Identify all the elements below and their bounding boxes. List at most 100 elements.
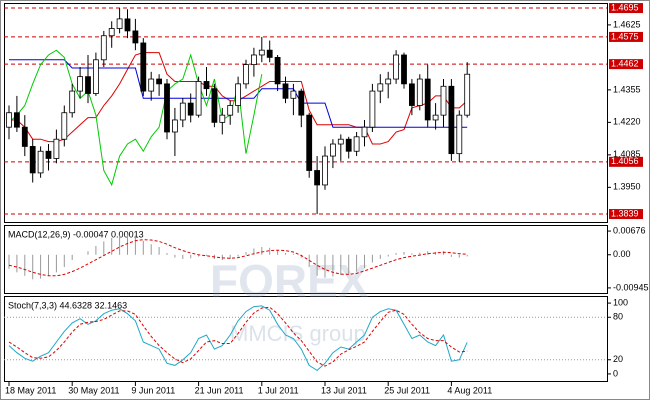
stoch-title: Stoch(7,3,3) 44.6328 32.1463 [8, 300, 127, 310]
candle-body [322, 155, 328, 186]
candle-body [69, 90, 76, 114]
price-panel [4, 3, 608, 223]
candle-body [345, 138, 352, 152]
candle-body [329, 143, 336, 157]
watermark-brand: FOREX [210, 255, 369, 307]
candle-body [227, 105, 234, 116]
x-tick-label: 4 Aug 2011 [447, 385, 492, 395]
watermark-group: MMCIS group [230, 321, 366, 346]
candle-body [258, 49, 265, 56]
y-tick-label: 1.4085 [613, 149, 641, 159]
candle-body [464, 73, 471, 116]
candle-body [393, 54, 400, 80]
stoch-signal [8, 306, 468, 367]
candle-body [440, 85, 447, 116]
candle-body [361, 126, 368, 138]
candle-body [124, 18, 131, 32]
candle-body [369, 90, 376, 128]
candle-body [140, 42, 147, 92]
candle-body [93, 59, 99, 94]
candle-body [337, 138, 344, 145]
candle-body [377, 83, 384, 92]
candle-body [85, 76, 91, 94]
candle-body [401, 54, 407, 85]
candle-body [424, 78, 431, 121]
candle-body [408, 83, 415, 106]
candle-body [211, 88, 218, 123]
candle-body [116, 18, 123, 29]
y-tick-label: 1.3950 [613, 182, 641, 192]
y-tick-label: 1.4625 [613, 19, 641, 29]
candle-body [432, 114, 439, 121]
level-label-box [609, 31, 643, 42]
candle-body [456, 114, 463, 155]
candle-body [298, 90, 305, 116]
y-tick-label: 0.00 [613, 249, 631, 259]
x-tick-label: 9 Jun 2011 [131, 385, 175, 395]
candle-body [61, 112, 68, 140]
candle-body [156, 78, 163, 85]
candle-body [203, 81, 210, 90]
candle-body [416, 78, 423, 106]
candle-body [21, 126, 28, 147]
y-tick-label: 1.4220 [613, 117, 641, 127]
candle-body [187, 102, 194, 116]
candle-body [385, 78, 392, 85]
candle-body [171, 119, 178, 133]
candle-body [148, 78, 155, 92]
x-tick-label: 13 Jul 2011 [321, 385, 367, 395]
x-tick-label: 21 Jun 2011 [195, 385, 244, 395]
candle-body [100, 35, 107, 61]
x-tick-label: 18 May 2011 [5, 385, 56, 395]
y-tick-label: 100 [613, 297, 628, 307]
candle-body [235, 83, 242, 106]
level-label-box [609, 3, 643, 14]
candle-body [37, 150, 44, 174]
y-tick-label: 80 [613, 312, 623, 322]
candle-body [108, 28, 115, 37]
candle-body [6, 112, 12, 128]
level-label: 1.4695 [611, 2, 639, 12]
candle-body [314, 170, 321, 186]
candle-body [243, 64, 249, 85]
candle-body [132, 30, 139, 44]
candle-body [53, 138, 60, 159]
candle-body [266, 49, 273, 58]
stoch-panel [4, 296, 608, 382]
candle-body [77, 76, 83, 92]
candle-body [13, 112, 20, 128]
level-label-box [609, 156, 643, 167]
level-label-box [609, 209, 643, 220]
macd-panel [4, 225, 608, 294]
candle-body [353, 136, 360, 152]
macd-signal [8, 239, 468, 277]
level-label: 1.4575 [611, 31, 639, 41]
candle-body [179, 102, 186, 121]
y-tick-label: -0.00945 [613, 282, 649, 292]
y-tick-label: 0.00676 [613, 225, 646, 235]
x-tick-label: 1 Jul 2011 [258, 385, 299, 395]
level-label: 1.3839 [611, 208, 639, 218]
y-tick-label: 20 [613, 354, 623, 364]
candle-body [219, 114, 226, 123]
indicator-line [8, 49, 263, 187]
x-tick-label: 30 May 2011 [68, 385, 119, 395]
y-tick-label: 0 [613, 368, 618, 378]
candle-body [164, 83, 170, 133]
y-tick-label: 1.4355 [613, 84, 641, 94]
level-label-box [609, 59, 643, 70]
candle-body [29, 146, 36, 174]
level-label: 1.4056 [611, 156, 639, 166]
level-label: 1.4462 [611, 59, 639, 69]
candle-body [45, 150, 52, 159]
candle-body [290, 90, 297, 99]
macd-title: MACD(12,26,9) -0.00047 0.00013 [8, 229, 144, 239]
candle-body [274, 56, 281, 85]
candle-body [250, 54, 257, 66]
candle-body [306, 114, 313, 171]
candle-body [448, 85, 455, 155]
candle-body [195, 81, 202, 116]
candle-body [282, 83, 289, 99]
